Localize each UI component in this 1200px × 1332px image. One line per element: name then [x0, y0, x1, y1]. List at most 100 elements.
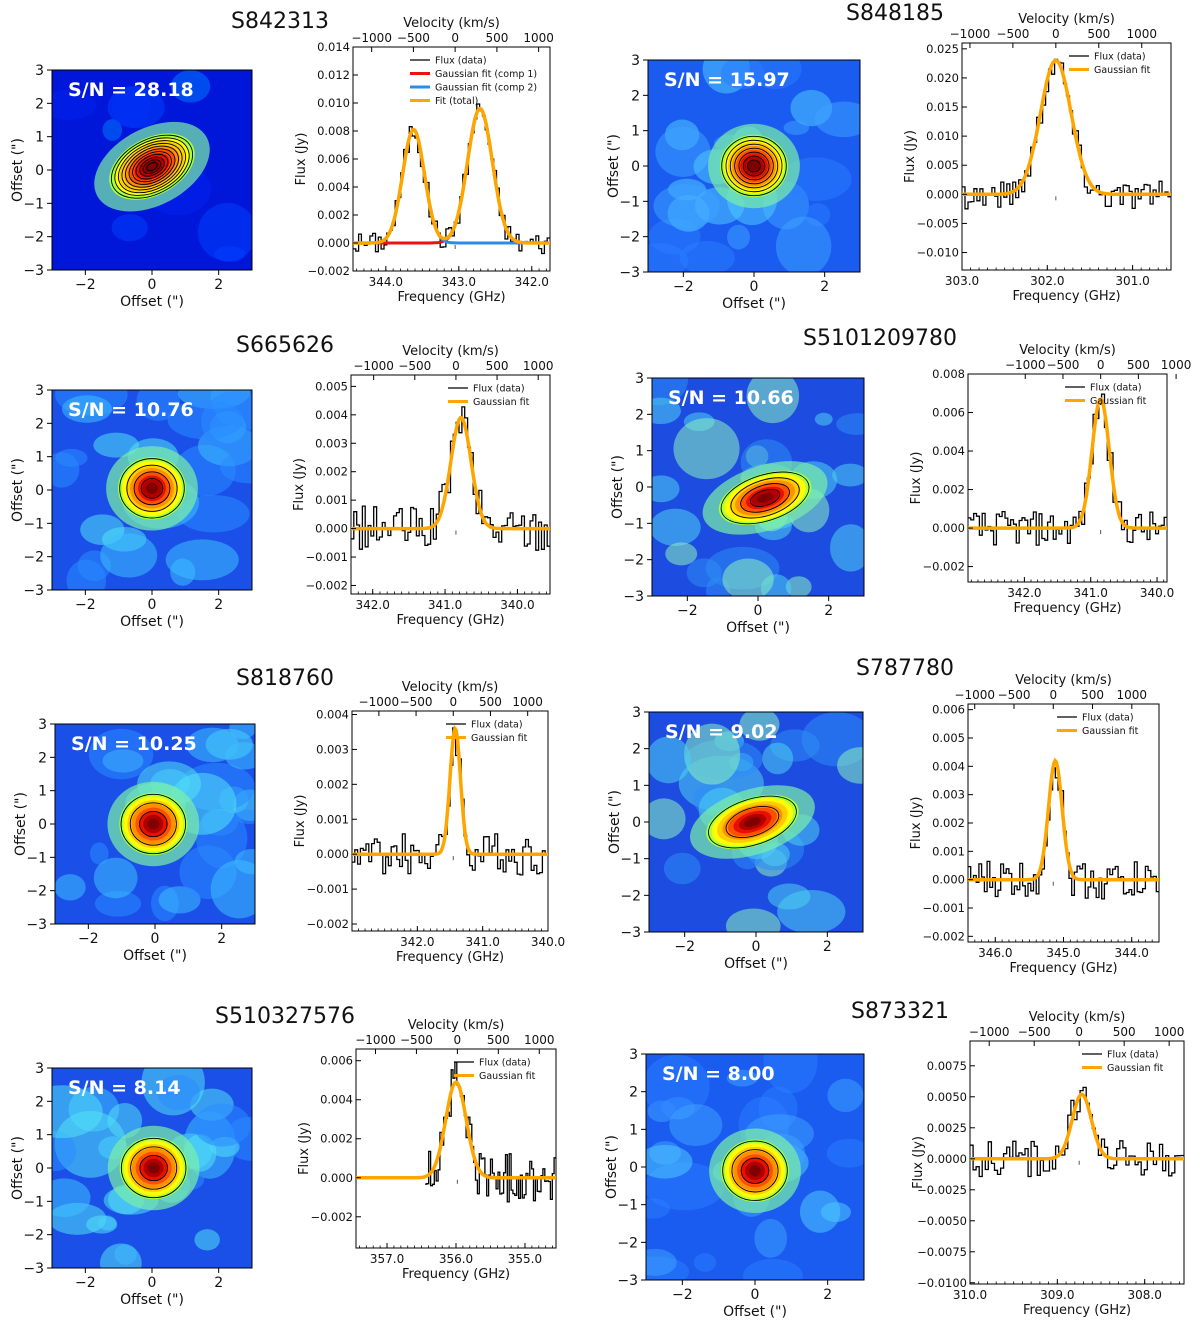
contour-line	[725, 139, 783, 193]
snr-label: S/N = 8.14	[68, 1077, 181, 1099]
noise-blob	[686, 558, 722, 588]
source-level	[144, 160, 160, 173]
spectrum-ytick-label: 0.004	[932, 444, 965, 458]
velocity-tick-label: 500	[1081, 688, 1104, 702]
contour-line	[114, 137, 190, 196]
contour-line	[142, 159, 162, 174]
legend-label: Gaussian fit	[1107, 1063, 1164, 1074]
noise-blob	[836, 413, 864, 435]
noise-blob	[693, 1253, 717, 1272]
map-ytick-label: −3	[23, 263, 44, 279]
spectrum-frame	[352, 46, 551, 272]
map-xtick-label: 2	[823, 939, 832, 955]
map-ytick-label: −3	[620, 925, 641, 941]
map-ytick-label: −1	[23, 196, 44, 212]
map-xtick-label: −2	[674, 939, 695, 955]
map-ytick-label: 0	[631, 159, 640, 175]
spectrum-xtick-label: 344.0	[369, 275, 403, 289]
velocity-tick-label: 1000	[524, 1033, 555, 1047]
spectrum-ytick-label: 0.008	[932, 367, 965, 381]
map-ytick-label: −3	[623, 589, 644, 605]
noise-blob	[52, 1085, 103, 1139]
spectrum-ytick-label: −0.002	[310, 1210, 353, 1224]
velocity-tick-label: 1000	[1126, 27, 1157, 41]
legend: Flux (data) Gaussian fit	[1057, 713, 1139, 737]
moment-map: −2 0 2 −3 −2 −1 0 1 2 3 Offset (") Offset (") S/N = …	[10, 383, 253, 630]
spectrum-ytick-label: 0.000	[932, 873, 965, 887]
noise-blob	[814, 101, 860, 138]
map-xtick-label: 0	[148, 1275, 157, 1291]
spectrum-plot: 310.0 309.0 308.0 −0.0100 −0.0075 −0.0050 −0.0…	[911, 1010, 1185, 1318]
contour-line	[135, 153, 169, 180]
map-ylabel: Offset (")	[606, 134, 622, 198]
velocity-axis-label: Velocity (km/s)	[1015, 673, 1112, 688]
moment-map: −2 0 2 −3 −2 −1 0 1 2 3 Offset (") Offset (") S/N = …	[606, 53, 861, 312]
map-ytick-label: 2	[635, 407, 644, 423]
map-ytick-label: −2	[23, 230, 44, 246]
map-ytick-label: 3	[632, 705, 641, 721]
legend-label: Gaussian fit	[479, 1071, 536, 1082]
gaussian-fit-line	[962, 58, 1171, 197]
noise-blob	[653, 184, 720, 229]
velocity-tick-label: −500	[1018, 1025, 1051, 1039]
legend-label: Flux (data)	[1082, 713, 1134, 724]
map-ytick-label: 3	[35, 1061, 44, 1077]
map-xlabel: Offset (")	[120, 614, 184, 630]
noise-blob	[652, 397, 681, 425]
noise-blob	[55, 874, 86, 901]
map-xtick-label: 0	[752, 939, 761, 955]
noise-blob	[86, 1215, 118, 1234]
velocity-tick-label: −1000	[950, 27, 991, 41]
noise-blob	[220, 451, 252, 484]
map-ylabel: Offset (")	[607, 790, 623, 854]
source-level	[147, 1162, 160, 1174]
noise-blob	[652, 475, 680, 503]
map-ytick-label: 0	[635, 480, 644, 496]
flux-axis-label: Flux (Jy)	[293, 795, 308, 848]
spectrum-ytick-label: 0.001	[316, 812, 349, 826]
noise-blob	[201, 390, 252, 453]
noise-blob	[186, 727, 239, 763]
velocity-axis-label: Velocity (km/s)	[1029, 1010, 1126, 1025]
snr-label: S/N = 15.97	[664, 69, 790, 91]
spectrum-ytick-label: 0.004	[932, 759, 965, 773]
source-emission	[107, 1125, 200, 1211]
map-ytick-label: 2	[35, 96, 44, 112]
spectrum-xtick-label: 344.0	[1115, 946, 1149, 960]
contour-line	[133, 471, 171, 506]
contour-line	[729, 143, 779, 189]
map-ytick-label: −2	[619, 230, 640, 246]
panel-s665626: S665626 −2 0 2 −3 −2 −1 0 1 2 3 Offset (") Offset ("…	[10, 333, 553, 630]
velocity-tick-label: 0	[454, 1033, 462, 1047]
flux-axis-label: Flux (Jy)	[297, 1122, 312, 1175]
map-ytick-label: −2	[23, 550, 44, 566]
noise-blob	[832, 463, 864, 487]
moment-map: −2 0 2 −3 −2 −1 0 1 2 3 Offset (") Offset (") S/N = …	[604, 1047, 865, 1320]
flux-axis-label: Flux (Jy)	[903, 130, 918, 183]
spectrum-ytick-label: 0.003	[315, 436, 348, 450]
legend-label: Gaussian fit	[1094, 65, 1151, 76]
noise-blob	[156, 1075, 200, 1111]
map-ytick-label: 1	[632, 778, 641, 794]
map-ytick-label: −2	[623, 553, 644, 569]
spectrum-ytick-label: 0.004	[315, 408, 348, 422]
frequency-axis-label: Frequency (GHz)	[396, 613, 504, 628]
spectrum-xtick-label: 355.0	[508, 1252, 542, 1266]
map-ylabel: Offset (")	[10, 138, 26, 202]
frequency-axis-label: Frequency (GHz)	[1013, 601, 1121, 616]
panel-title: S848185	[846, 1, 944, 26]
map-ytick-label: 3	[35, 63, 44, 79]
spectrum-frame	[969, 1040, 1185, 1285]
velocity-tick-label: 0	[451, 31, 459, 45]
map-ytick-label: −1	[623, 516, 644, 532]
spectrum-xtick-label: 309.0	[1040, 1288, 1074, 1302]
spectrum-xtick-label: 341.0	[428, 598, 462, 612]
spectrum-ytick-label: −0.0025	[917, 1183, 967, 1197]
legend: Flux (data) Gaussian fit (comp 1) Gaussian…	[410, 56, 537, 107]
spectrum-ytick-label: 0.006	[932, 406, 965, 420]
velocity-tick-label: −500	[998, 688, 1031, 702]
velocity-tick-label: 1000	[512, 695, 543, 709]
legend: Flux (data) Gaussian fit	[448, 384, 530, 408]
spectrum-ytick-label: 0.000	[926, 187, 959, 201]
legend-label: Gaussian fit	[1090, 396, 1147, 407]
